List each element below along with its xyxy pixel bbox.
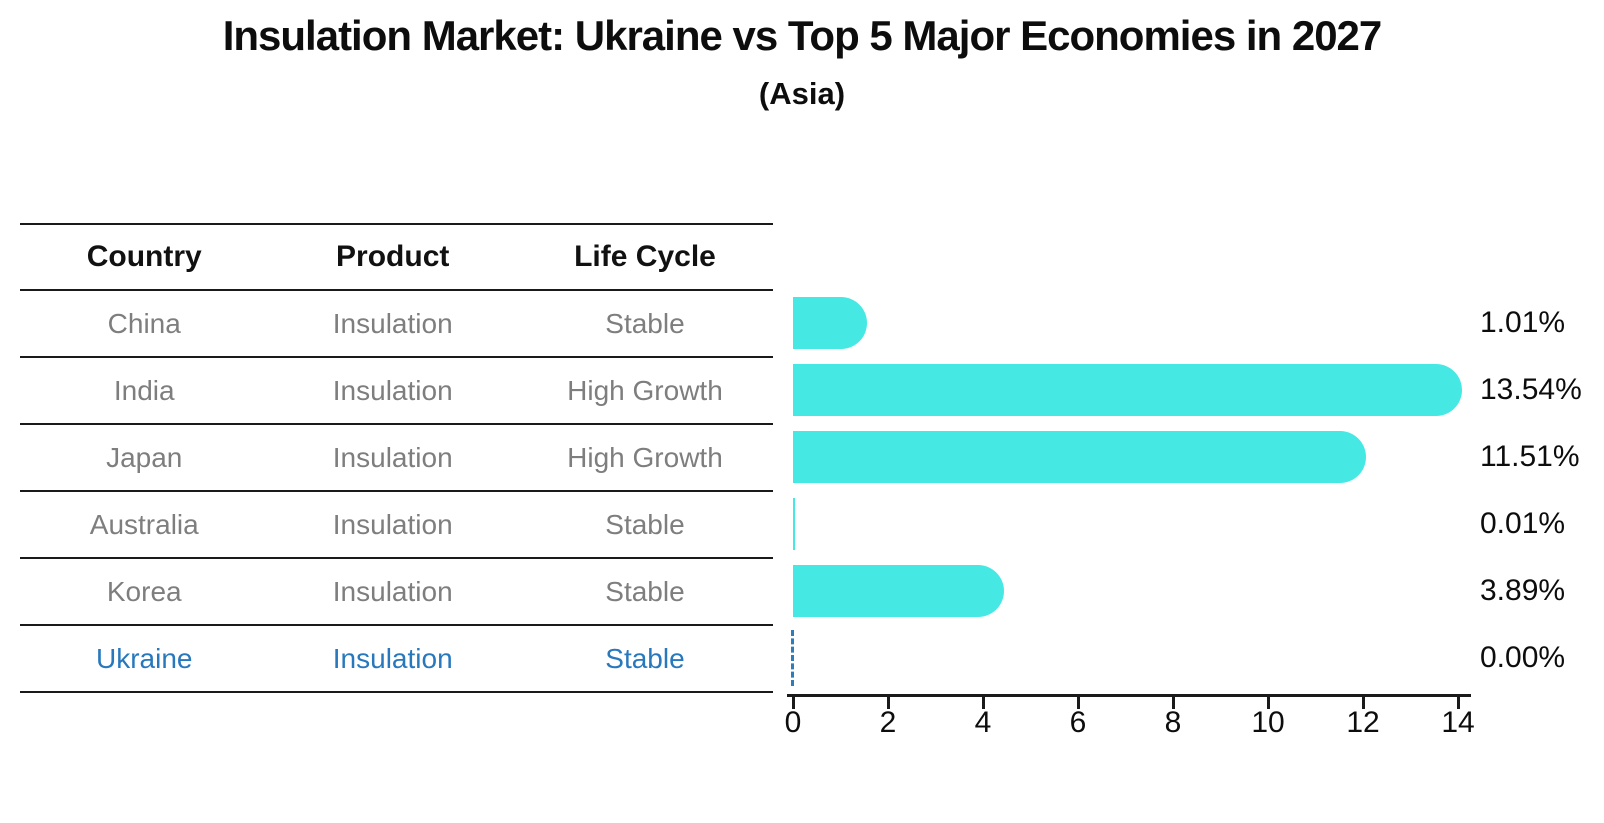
bar-japan: [793, 431, 1366, 483]
table-cell-product: Insulation: [332, 308, 453, 339]
x-axis-tick-label-0: 0: [784, 706, 802, 739]
x-axis-tick-4: [982, 697, 985, 709]
table-row-australia: Australia Insulation Stable: [20, 492, 773, 559]
table-cell-life-cycle: High Growth: [567, 375, 723, 406]
x-axis-tick-label-10: 10: [1251, 706, 1285, 739]
x-axis-tick-6: [1077, 697, 1080, 709]
bar-korea: [793, 565, 1004, 617]
table-row-korea: Korea Insulation Stable: [20, 559, 773, 626]
x-axis-tick-8: [1172, 697, 1175, 709]
table-cell-life-cycle: Stable: [605, 308, 685, 339]
value-label-china: 1.01%: [1480, 306, 1566, 339]
table-cell-life-cycle: High Growth: [567, 442, 723, 473]
value-label-india: 13.54%: [1480, 373, 1582, 406]
table-cell-product: Insulation: [332, 375, 453, 406]
table-cell-country: India: [113, 375, 175, 406]
x-axis-tick-0: [792, 697, 795, 709]
table-cell-life-cycle: Life Cycle: [574, 240, 716, 273]
table-cell-product: Insulation: [332, 643, 453, 674]
table-cell-product: Insulation: [332, 442, 453, 473]
table-cell-life-cycle: Stable: [605, 643, 685, 674]
value-label-ukraine: 0.00%: [1480, 641, 1566, 674]
x-axis-tick-10: [1267, 697, 1270, 709]
table-row-ukraine: Ukraine Insulation Stable: [20, 626, 773, 693]
country-table: Country Product Life Cycle China Insulation S…: [20, 223, 773, 693]
value-label-australia: 0.01%: [1480, 507, 1566, 540]
table-cell-life-cycle: Stable: [605, 576, 685, 607]
chart-subtitle: (Asia): [758, 76, 846, 111]
x-axis-tick-label-8: 8: [1164, 706, 1182, 739]
bar-australia: [793, 498, 795, 550]
table-header-row: Country Product Life Cycle: [20, 225, 773, 291]
x-axis-tick-14: [1457, 697, 1460, 709]
table-cell-country: Ukraine: [96, 643, 193, 674]
table-cell-product: Product: [336, 240, 450, 273]
table-row-china: China Insulation Stable: [20, 291, 773, 358]
table-cell-country: China: [107, 308, 181, 339]
table-cell-country: Korea: [106, 576, 182, 607]
table-cell-product: Insulation: [332, 576, 453, 607]
table-cell-country: Japan: [106, 442, 183, 473]
table-row-japan: Japan Insulation High Growth: [20, 425, 773, 492]
value-label-japan: 11.51%: [1480, 440, 1580, 473]
table-cell-country: Country: [86, 240, 202, 273]
table-cell-product: Insulation: [332, 509, 453, 540]
table-row-india: India Insulation High Growth: [20, 358, 773, 425]
value-label-korea: 3.89%: [1480, 574, 1566, 607]
x-axis-tick-label-6: 6: [1069, 706, 1087, 739]
x-axis-tick-label-4: 4: [974, 706, 992, 739]
chart-title: Insulation Market: Ukraine vs Top 5 Majo…: [222, 12, 1383, 59]
table-cell-country: Australia: [89, 509, 199, 540]
x-axis-tick-12: [1362, 697, 1365, 709]
x-axis-tick-label-2: 2: [879, 706, 897, 739]
x-axis-tick-2: [887, 697, 890, 709]
x-axis-line: [787, 694, 1471, 697]
table-cell-life-cycle: Stable: [605, 509, 685, 540]
x-axis-tick-label-14: 14: [1441, 706, 1475, 739]
bar-china: [793, 297, 867, 349]
x-axis-tick-label-12: 12: [1346, 706, 1380, 739]
zero-dashed-line-ukraine: [791, 630, 794, 686]
bar-india: [793, 364, 1463, 416]
